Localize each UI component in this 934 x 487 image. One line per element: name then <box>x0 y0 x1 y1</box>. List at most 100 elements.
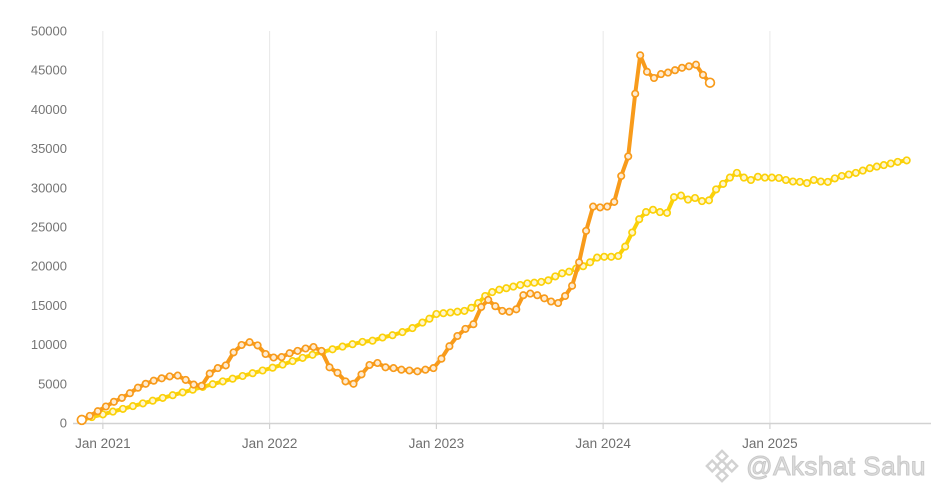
data-point-marker <box>526 289 535 298</box>
data-point-marker <box>610 197 619 206</box>
data-point-marker <box>398 328 407 337</box>
data-point-marker <box>413 367 422 376</box>
data-point-marker <box>218 377 227 386</box>
data-point-marker <box>317 346 326 355</box>
data-point-marker <box>607 252 616 261</box>
data-point-marker <box>719 179 728 188</box>
data-point-marker <box>586 258 595 267</box>
data-point-marker <box>676 191 686 200</box>
data-point-marker <box>484 295 493 304</box>
data-point-marker <box>101 402 110 411</box>
data-point-marker <box>523 279 532 288</box>
data-point-marker <box>460 306 469 315</box>
data-point-marker <box>138 399 147 408</box>
data-point-marker <box>467 303 476 312</box>
data-point-marker <box>795 177 804 186</box>
data-point-marker <box>85 411 94 420</box>
data-point-marker <box>288 357 297 366</box>
data-point-marker <box>301 344 310 353</box>
data-point-marker <box>197 381 206 390</box>
series-yellow <box>77 156 911 425</box>
data-point-marker <box>589 202 598 211</box>
y-axis-tick-label: 5000 <box>38 376 67 391</box>
data-point-marker <box>333 368 342 377</box>
data-point-marker <box>512 305 521 314</box>
data-point-marker <box>221 361 230 370</box>
data-point-marker <box>238 371 247 381</box>
data-point-marker <box>879 161 888 170</box>
data-point-marker <box>469 320 478 329</box>
data-point-marker <box>453 307 462 316</box>
data-point-marker <box>547 297 556 306</box>
data-point-marker <box>298 353 307 362</box>
data-point-marker <box>655 208 665 217</box>
data-point-marker <box>663 68 673 77</box>
data-point-marker <box>293 346 302 355</box>
data-point-marker <box>261 349 270 359</box>
data-point-marker <box>865 164 874 173</box>
data-point-marker <box>173 371 182 380</box>
data-point-marker <box>893 157 902 166</box>
data-point-marker <box>348 340 357 349</box>
data-point-marker <box>498 306 507 315</box>
y-axis-tick-label: 40000 <box>31 102 67 117</box>
data-point-marker <box>505 307 514 316</box>
data-point-marker <box>341 377 350 386</box>
data-point-marker <box>165 372 174 381</box>
data-point-marker <box>519 291 528 300</box>
data-point-marker <box>760 173 769 182</box>
data-point-marker <box>683 195 693 204</box>
data-point-marker <box>641 208 651 217</box>
data-point-marker <box>725 173 734 182</box>
y-axis-labels: 0 5000 10000 15000 20000 25000 30000 35000 40000… <box>31 24 67 431</box>
data-point-marker <box>429 364 438 373</box>
data-point-marker <box>378 333 387 342</box>
x-axis-tick-label: Jan 2024 <box>575 436 631 451</box>
data-point-marker <box>872 162 881 171</box>
data-point-marker <box>418 318 427 327</box>
data-point-marker <box>540 294 549 303</box>
data-point-marker <box>237 340 246 350</box>
data-point-marker <box>704 196 714 205</box>
data-point-marker <box>358 337 367 346</box>
data-point-marker <box>774 173 783 183</box>
data-point-marker <box>268 363 277 372</box>
data-point-marker <box>446 308 455 317</box>
data-point-marker <box>636 51 645 60</box>
data-point-marker <box>421 365 430 374</box>
data-point-marker <box>328 345 337 354</box>
data-point-marker <box>368 336 377 345</box>
data-point-marker <box>858 166 867 175</box>
data-point-marker <box>405 366 414 375</box>
data-point-marker <box>669 193 679 202</box>
data-point-marker <box>477 302 486 312</box>
data-point-marker <box>568 281 577 290</box>
data-point-marker <box>365 360 374 370</box>
data-point-marker <box>308 350 317 359</box>
data-point-marker <box>677 63 687 72</box>
data-point-marker <box>502 284 511 293</box>
data-point-marker <box>245 338 254 347</box>
x-axis-tick-label: Jan 2022 <box>242 436 298 451</box>
data-point-marker <box>739 173 748 182</box>
data-point-marker <box>624 152 633 161</box>
data-point-marker <box>816 177 825 186</box>
data-point-marker <box>809 175 818 185</box>
data-point-marker <box>662 208 672 217</box>
data-point-marker <box>373 358 382 368</box>
data-point-marker <box>178 388 187 397</box>
data-point-marker <box>788 177 797 186</box>
data-point-marker <box>582 226 591 235</box>
data-point-marker <box>704 77 716 88</box>
data-point-marker <box>491 302 500 311</box>
data-point-marker <box>229 348 238 357</box>
y-axis-tick-label: 20000 <box>31 259 67 274</box>
data-point-marker <box>439 309 448 318</box>
data-point-marker <box>509 282 518 291</box>
data-point-marker <box>309 342 318 352</box>
data-point-marker <box>133 383 142 392</box>
data-point-marker <box>141 379 150 388</box>
data-point-marker <box>125 389 134 398</box>
data-point-marker <box>631 89 640 98</box>
